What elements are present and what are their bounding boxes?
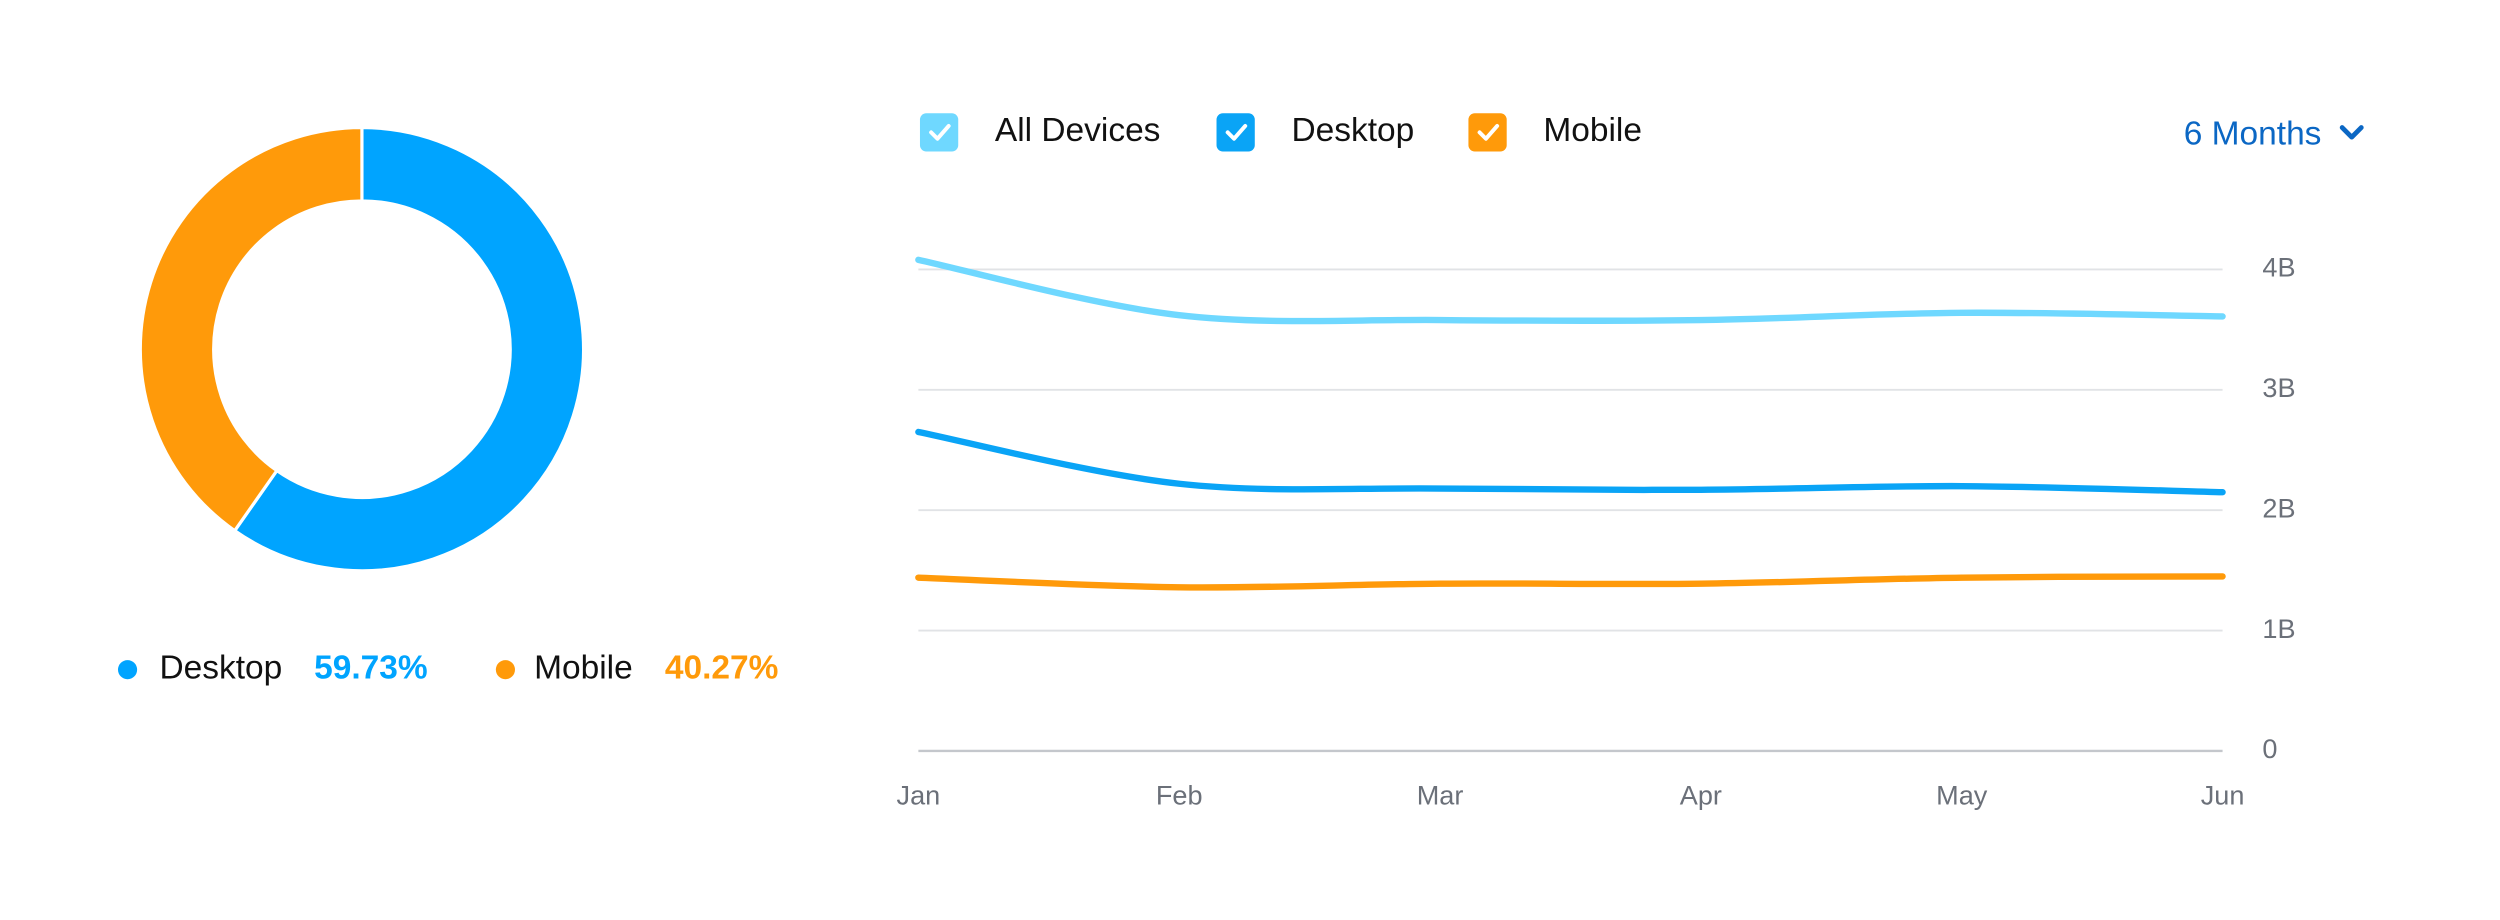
legend-dot — [495, 660, 515, 680]
donut-slice — [232, 125, 586, 573]
checkmark[interactable] — [1225, 123, 1248, 141]
legend-value: 59.73% — [314, 650, 428, 687]
x-tick-label: Feb — [1156, 779, 1203, 810]
checkmark[interactable] — [1477, 123, 1500, 141]
series-line — [915, 428, 2226, 496]
legend-label: Desktop — [159, 650, 282, 687]
x-tick-label: May — [1936, 779, 1988, 810]
y-tick-label: 1B — [2262, 613, 2295, 644]
y-tick-label: 4B — [2262, 252, 2295, 283]
series-line — [915, 573, 2226, 591]
legend-checkbox[interactable] — [919, 113, 959, 152]
x-tick-label: Jan — [897, 779, 941, 810]
legend-checkbox[interactable] — [1216, 113, 1255, 152]
y-tick-label: 3B — [2262, 372, 2295, 403]
legend-label[interactable]: Mobile — [1543, 112, 1642, 149]
legend-checkbox[interactable] — [1468, 113, 1507, 152]
legend-label: Mobile — [534, 650, 633, 687]
legend-label[interactable]: All Devices — [995, 112, 1161, 149]
y-tick-label: 0 — [2262, 733, 2277, 764]
series-line — [915, 256, 2226, 325]
period-label[interactable]: 6 Months — [2184, 115, 2322, 152]
donut-slice — [138, 125, 364, 533]
checkmark[interactable] — [929, 123, 951, 141]
legend-value: 40.27% — [665, 650, 779, 687]
legend-label[interactable]: Desktop — [1291, 112, 1414, 149]
x-tick-label: Jun — [2201, 779, 2245, 810]
x-tick-label: Mar — [1417, 779, 1464, 810]
legend-dot — [117, 660, 138, 680]
x-tick-label: Apr — [1680, 779, 1722, 810]
dropdown-caret[interactable] — [2339, 125, 2364, 140]
y-tick-label: 2B — [2262, 492, 2295, 523]
period-dropdown[interactable]: 6 Months — [2184, 115, 2364, 152]
